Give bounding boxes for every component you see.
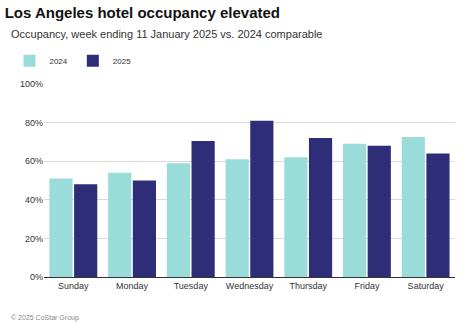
svg-text:80%: 80% (25, 118, 43, 128)
svg-text:2024: 2024 (49, 57, 67, 66)
svg-text:Occupancy, week ending 11 Janu: Occupancy, week ending 11 January 2025 v… (11, 28, 322, 40)
svg-text:Monday: Monday (116, 281, 149, 291)
svg-text:2025: 2025 (113, 57, 131, 66)
svg-text:60%: 60% (25, 156, 43, 166)
svg-text:Wednesday: Wednesday (226, 281, 274, 291)
svg-text:20%: 20% (25, 234, 43, 244)
svg-text:© 2025 CoStar Group: © 2025 CoStar Group (11, 314, 79, 322)
svg-text:Thursday: Thursday (289, 281, 327, 291)
svg-text:Sunday: Sunday (58, 281, 89, 291)
svg-text:0%: 0% (30, 272, 43, 282)
svg-text:Los Angeles hotel occupancy el: Los Angeles hotel occupancy elevated (5, 4, 280, 21)
svg-text:Friday: Friday (354, 281, 380, 291)
svg-text:Saturday: Saturday (408, 281, 445, 291)
svg-text:40%: 40% (25, 195, 43, 205)
svg-text:100%: 100% (20, 79, 43, 89)
svg-text:Tuesday: Tuesday (174, 281, 209, 291)
